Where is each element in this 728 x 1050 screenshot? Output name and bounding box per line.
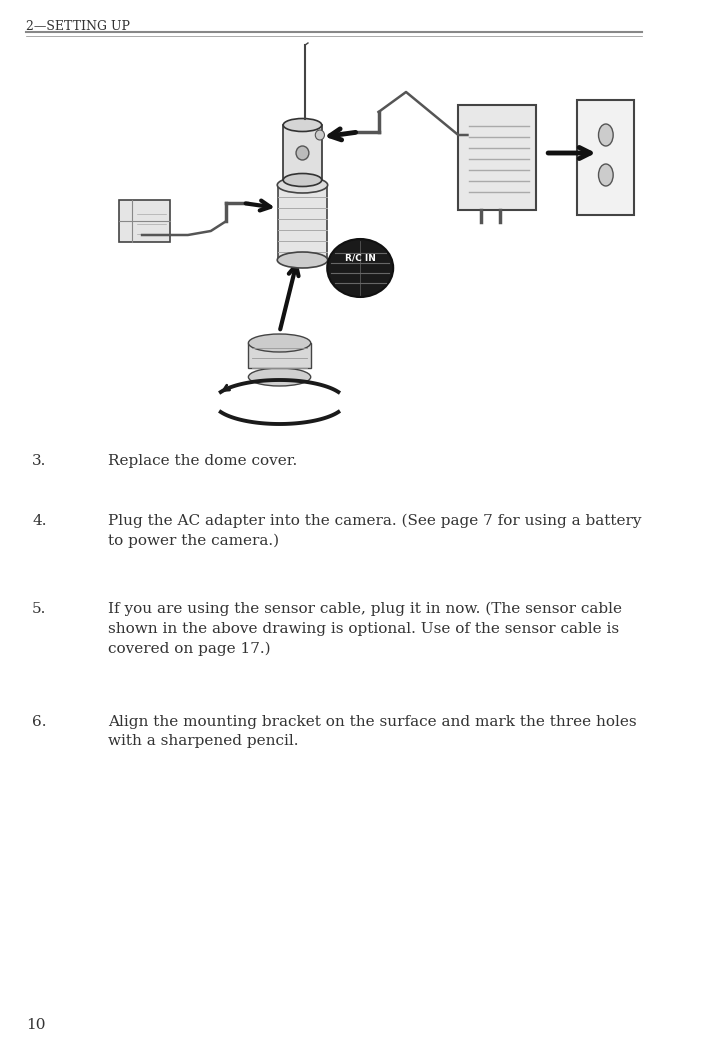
Ellipse shape [315,130,325,140]
Text: Plug the AC adapter into the camera. (See page 7 for using a battery
to power th: Plug the AC adapter into the camera. (Se… [108,514,641,548]
Ellipse shape [598,124,613,146]
Text: 6.: 6. [32,715,47,729]
Ellipse shape [327,239,393,297]
Ellipse shape [296,146,309,160]
Text: Replace the dome cover.: Replace the dome cover. [108,454,298,468]
Text: 3.: 3. [32,454,47,468]
Polygon shape [283,125,322,180]
FancyBboxPatch shape [119,200,170,242]
Text: If you are using the sensor cable, plug it in now. (The sensor cable
shown in th: If you are using the sensor cable, plug … [108,602,622,656]
Text: 10: 10 [25,1018,45,1032]
Polygon shape [248,343,311,368]
Polygon shape [277,185,327,260]
FancyBboxPatch shape [459,105,537,210]
Ellipse shape [283,119,322,131]
Text: 2—SETTING UP: 2—SETTING UP [25,20,130,33]
Ellipse shape [598,164,613,186]
Ellipse shape [277,177,328,193]
Text: Align the mounting bracket on the surface and mark the three holes
with a sharpe: Align the mounting bracket on the surfac… [108,715,637,749]
Ellipse shape [277,252,328,268]
Text: 4.: 4. [32,514,47,528]
FancyBboxPatch shape [577,100,634,215]
Ellipse shape [283,173,322,187]
Text: 5.: 5. [32,602,47,616]
Text: R/C IN: R/C IN [345,253,376,262]
Ellipse shape [248,368,311,386]
Ellipse shape [248,334,311,352]
